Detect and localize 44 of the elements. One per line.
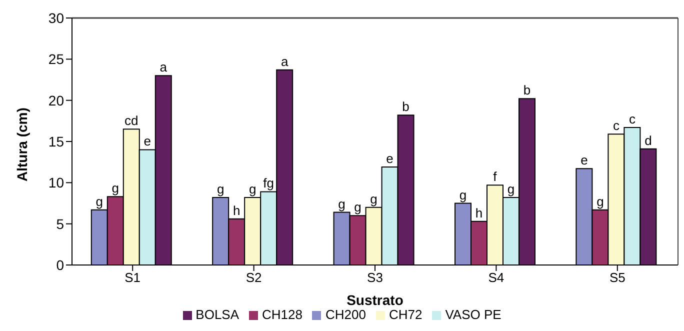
data-label: h bbox=[475, 205, 483, 220]
data-label: g bbox=[112, 180, 120, 196]
data-label: a bbox=[280, 54, 289, 69]
data-label: g bbox=[248, 181, 256, 196]
data-label: f bbox=[493, 169, 498, 184]
x-tick-label: S1 bbox=[124, 270, 141, 286]
y-tick-label: 5 bbox=[56, 216, 64, 232]
legend-label: VASO PE bbox=[445, 307, 502, 322]
data-label: g bbox=[354, 200, 362, 215]
legend-label: CH128 bbox=[262, 307, 302, 322]
data-label: a bbox=[160, 60, 168, 75]
data-label: g bbox=[507, 181, 515, 196]
data-label: g bbox=[216, 181, 224, 196]
data-label: b bbox=[402, 99, 410, 114]
data-label: g bbox=[370, 191, 378, 206]
y-axis-title: Altura (cm) bbox=[14, 108, 30, 182]
x-axis-title: Sustrato bbox=[346, 292, 404, 308]
y-tick-label: 10 bbox=[48, 174, 64, 191]
x-tick-label: S2 bbox=[246, 270, 262, 286]
legend-label: CH72 bbox=[388, 307, 422, 322]
data-label: e bbox=[580, 152, 588, 168]
data-label: c bbox=[628, 112, 636, 127]
data-label: h bbox=[232, 202, 240, 218]
x-tick-label: S5 bbox=[609, 270, 626, 286]
data-label: e bbox=[386, 151, 394, 166]
data-label: cd bbox=[124, 113, 138, 128]
y-tick-label: 15 bbox=[48, 133, 64, 150]
y-tick-label: 30 bbox=[48, 10, 64, 26]
data-label: g bbox=[596, 194, 604, 209]
data-label: d bbox=[644, 132, 652, 148]
data-label: g bbox=[338, 196, 346, 212]
x-tick-label: S4 bbox=[488, 270, 504, 286]
y-tick-label: 25 bbox=[48, 51, 64, 68]
data-label: b bbox=[523, 82, 531, 98]
legend-label: CH200 bbox=[325, 307, 366, 322]
data-label: c bbox=[612, 118, 620, 134]
legend-label: BOLSA bbox=[196, 307, 240, 322]
data-label: fg bbox=[263, 176, 274, 191]
x-tick-label: S3 bbox=[367, 270, 383, 286]
y-tick-label: 20 bbox=[48, 92, 64, 108]
data-label: g bbox=[459, 187, 467, 202]
data-label: e bbox=[144, 134, 152, 149]
data-label: g bbox=[96, 194, 104, 209]
y-tick-label: 0 bbox=[56, 256, 64, 273]
